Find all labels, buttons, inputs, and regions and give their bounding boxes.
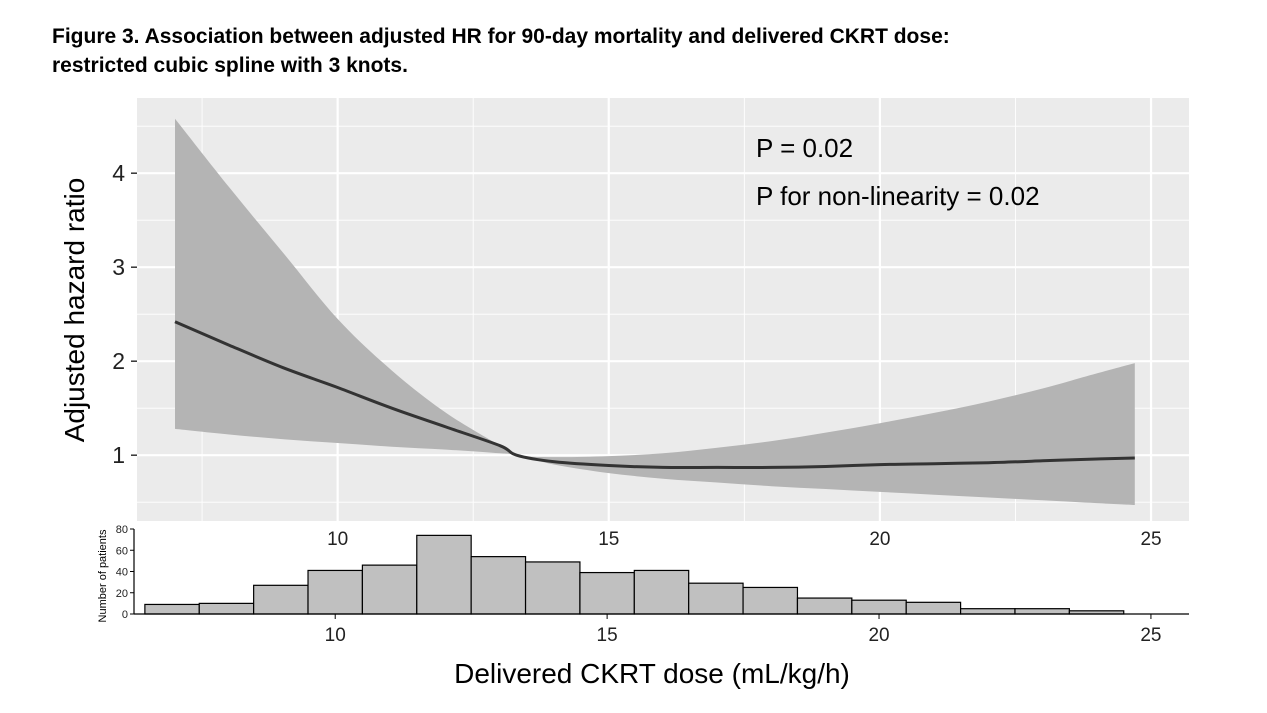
histogram-bar bbox=[742, 586, 799, 615]
y-tick-label: 4 bbox=[112, 160, 125, 186]
histogram-bar bbox=[796, 597, 853, 615]
main-x-ticks: 10 15 20 25 bbox=[327, 529, 1162, 550]
histogram-bar bbox=[851, 599, 907, 615]
histogram-bar bbox=[144, 603, 200, 615]
histogram-y-tick-label: 80 bbox=[116, 524, 128, 536]
histogram-bar bbox=[579, 571, 635, 615]
histogram-y-ticks: 0 20 40 60 80 bbox=[116, 524, 134, 621]
figure-title: Figure 3. Association between adjusted H… bbox=[52, 22, 1252, 80]
x-tick-label: 25 bbox=[1140, 529, 1161, 550]
figure-title-line-2: restricted cubic spline with 3 knots. bbox=[52, 54, 408, 77]
main-y-ticks: 1 2 3 4 bbox=[112, 160, 137, 468]
histogram-y-tick-label: 60 bbox=[116, 545, 128, 557]
y-tick-label: 1 bbox=[112, 442, 125, 468]
p-value-annotation: P = 0.02 bbox=[756, 133, 853, 163]
figure-title-line-1: Figure 3. Association between adjusted H… bbox=[52, 25, 950, 48]
histogram-bar bbox=[307, 569, 364, 615]
y-tick-label: 2 bbox=[112, 348, 125, 374]
histogram-bar bbox=[1014, 608, 1070, 615]
x-tick-label: 20 bbox=[869, 529, 890, 550]
histogram-bar bbox=[253, 584, 309, 615]
y-axis-title: Adjusted hazard ratio bbox=[59, 178, 90, 443]
histogram-x-tick-label: 25 bbox=[1140, 625, 1161, 646]
histogram-y-axis-title: Number of patients bbox=[97, 529, 109, 622]
histogram-bar bbox=[416, 534, 472, 615]
histogram-bar bbox=[959, 608, 1016, 615]
x-tick-label: 15 bbox=[598, 529, 619, 550]
confidence-ribbon bbox=[175, 118, 1135, 505]
p-nonlinearity-annotation: P for non-linearity = 0.02 bbox=[756, 181, 1040, 211]
histogram-bar bbox=[470, 556, 527, 615]
histogram-x-tick-label: 10 bbox=[325, 625, 346, 646]
histogram-bar bbox=[524, 561, 581, 615]
histogram-y-tick-label: 40 bbox=[116, 567, 128, 579]
histogram-y-tick-label: 0 bbox=[122, 609, 128, 621]
y-tick-label: 3 bbox=[112, 254, 125, 280]
histogram-bar bbox=[688, 582, 744, 615]
histogram-x-tick-label: 15 bbox=[597, 625, 618, 646]
histogram-bar bbox=[905, 601, 962, 615]
x-axis-title: Delivered CKRT dose (mL/kg/h) bbox=[454, 658, 850, 689]
histogram-y-tick-label: 20 bbox=[116, 588, 128, 600]
histogram-bar bbox=[198, 602, 255, 615]
histogram-x-ticks: 10 15 20 25 bbox=[325, 614, 1162, 646]
histogram-x-tick-label: 20 bbox=[868, 625, 889, 646]
x-tick-label: 10 bbox=[327, 529, 348, 550]
histogram-bar bbox=[633, 569, 690, 615]
histogram-bar bbox=[361, 564, 418, 615]
hazard-ratio-line bbox=[174, 320, 1135, 470]
histogram-bars bbox=[144, 534, 1125, 615]
